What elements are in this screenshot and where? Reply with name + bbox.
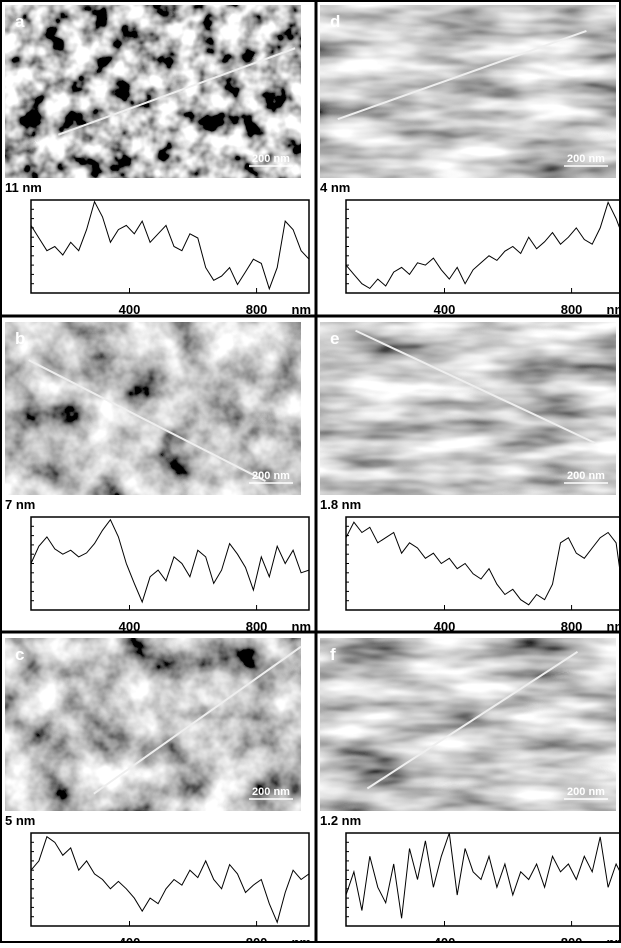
scale-bar-label: 200 nm	[567, 786, 605, 798]
panel-label: b	[15, 329, 25, 348]
x-tick-label: 800	[561, 302, 583, 317]
x-tick-label: 400	[119, 619, 141, 634]
profile-line	[31, 202, 309, 289]
x-axis-label: nm	[292, 302, 312, 317]
panel-label: a	[15, 12, 25, 31]
y-tick-label: 4 nm	[320, 180, 350, 195]
y-tick-label: 1.2 nm	[320, 813, 361, 828]
x-tick-label: 400	[434, 302, 456, 317]
scale-bar-label: 200 nm	[567, 153, 605, 165]
profile-line	[31, 520, 309, 602]
scale-bar-label: 200 nm	[252, 153, 290, 165]
x-tick-label: 400	[434, 935, 456, 943]
x-tick-label: 800	[246, 619, 268, 634]
profile-line	[346, 833, 621, 918]
plot-frame	[31, 517, 309, 610]
figure: a 200 nm 11 nm 400 800 nm b 200 nm 7 nm 400 800 nm c…	[0, 0, 621, 943]
x-axis-label: nm	[607, 935, 621, 943]
x-tick-label: 800	[246, 935, 268, 943]
plot-frame	[31, 200, 309, 293]
plot-frame	[346, 200, 621, 293]
plot-frame	[346, 517, 621, 610]
plot-frame	[31, 833, 309, 926]
scale-bar-label: 200 nm	[252, 786, 290, 798]
x-axis-label: nm	[292, 935, 312, 943]
y-tick-label: 5 nm	[5, 813, 35, 828]
panel-label: f	[330, 645, 336, 664]
x-axis-label: nm	[607, 619, 621, 634]
x-tick-label: 400	[119, 935, 141, 943]
panel-label: e	[330, 329, 339, 348]
y-tick-label: 7 nm	[5, 497, 35, 512]
scale-bar-label: 200 nm	[252, 470, 290, 482]
x-tick-label: 800	[561, 619, 583, 634]
y-tick-label: 1.8 nm	[320, 497, 361, 512]
plot-frame	[346, 833, 621, 926]
x-tick-label: 800	[246, 302, 268, 317]
x-tick-label: 800	[561, 935, 583, 943]
scale-bar-label: 200 nm	[567, 470, 605, 482]
x-tick-label: 400	[434, 619, 456, 634]
y-tick-label: 11 nm	[5, 180, 42, 195]
profile-line	[31, 837, 309, 923]
profile-line	[346, 522, 621, 605]
x-axis-label: nm	[292, 619, 312, 634]
panel-label: d	[330, 12, 340, 31]
x-axis-label: nm	[607, 302, 621, 317]
profile-line	[346, 202, 621, 288]
panel-label: c	[15, 645, 24, 664]
x-tick-label: 400	[119, 302, 141, 317]
